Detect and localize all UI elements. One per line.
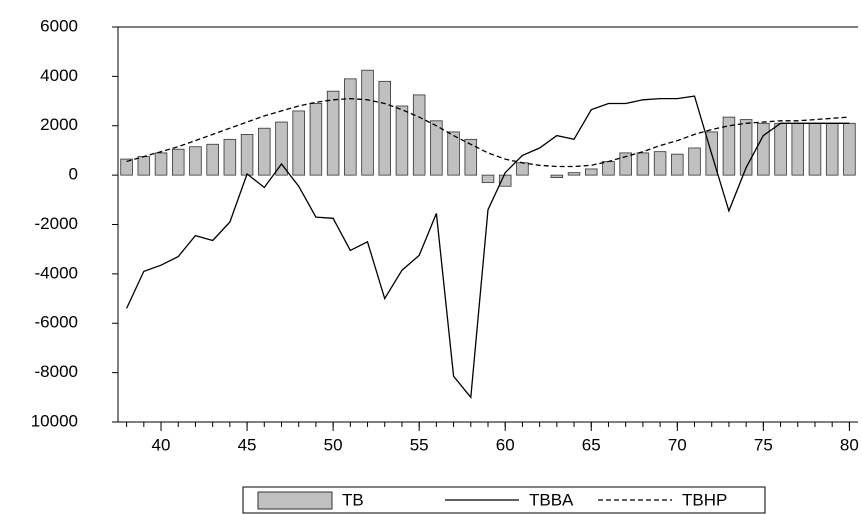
bar: [120, 158, 133, 176]
bar: [619, 152, 632, 176]
y-tick-label: 10000: [31, 411, 78, 430]
bar: [602, 161, 615, 176]
legend-label: TBHP: [682, 490, 727, 509]
bar: [825, 122, 839, 176]
bar: [171, 148, 185, 176]
bar: [550, 174, 564, 178]
bar: [636, 152, 650, 176]
bar: [430, 120, 443, 176]
bar: [309, 103, 323, 176]
bar: [516, 162, 529, 176]
x-tick-label: 70: [668, 435, 687, 454]
x-tick-label: 75: [754, 435, 773, 454]
bar: [464, 138, 478, 176]
bar: [189, 146, 202, 176]
bar: [757, 122, 770, 176]
y-tick-label: 6000: [40, 16, 78, 35]
bar: [395, 105, 409, 176]
bar: [344, 78, 357, 176]
bar: [154, 152, 168, 176]
bar: [722, 116, 736, 176]
x-tick-label: 65: [582, 435, 601, 454]
bar: [223, 138, 237, 176]
bar: [774, 122, 787, 176]
x-tick-label: 40: [152, 435, 171, 454]
bar: [447, 131, 460, 176]
bar: [258, 127, 271, 176]
bar: [808, 122, 822, 176]
legend-swatch: [257, 491, 333, 510]
line: [126, 95, 850, 399]
y-tick-label: 0: [69, 165, 78, 184]
bar: [206, 143, 219, 176]
y-tick-label: -8000: [35, 362, 78, 381]
bar: [585, 168, 598, 176]
y-tick-label: -6000: [35, 313, 78, 332]
bar: [378, 80, 391, 176]
bar: [653, 151, 667, 176]
bar: [791, 122, 805, 176]
bar: [137, 156, 151, 176]
bar: [275, 121, 288, 176]
bar: [412, 94, 426, 176]
legend-label: TB: [342, 490, 364, 509]
bar: [688, 147, 701, 176]
bar: [292, 110, 305, 176]
y-tick-label: -4000: [35, 263, 78, 282]
legend-label: TBBA: [529, 490, 574, 509]
bar: [361, 69, 374, 176]
x-tick-label: 45: [238, 435, 257, 454]
y-tick-label: 2000: [40, 115, 78, 134]
y-tick-label: 4000: [40, 66, 78, 85]
x-tick-label: 50: [324, 435, 343, 454]
bar: [739, 119, 753, 176]
bar: [498, 174, 512, 187]
bar: [567, 172, 581, 176]
x-tick-label: 55: [410, 435, 429, 454]
bar: [481, 174, 495, 183]
bar: [671, 153, 684, 176]
x-tick-label: 80: [840, 435, 859, 454]
bar: [240, 133, 254, 176]
bar: [843, 122, 856, 176]
bar: [326, 90, 340, 176]
x-tick-label: 60: [496, 435, 515, 454]
y-tick-label: -2000: [35, 214, 78, 233]
